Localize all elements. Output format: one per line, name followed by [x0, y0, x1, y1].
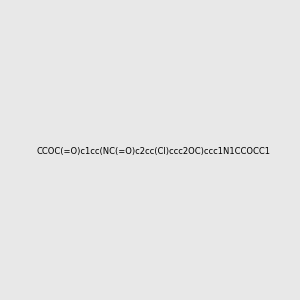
- Text: CCOC(=O)c1cc(NC(=O)c2cc(Cl)ccc2OC)ccc1N1CCOCC1: CCOC(=O)c1cc(NC(=O)c2cc(Cl)ccc2OC)ccc1N1…: [37, 147, 271, 156]
